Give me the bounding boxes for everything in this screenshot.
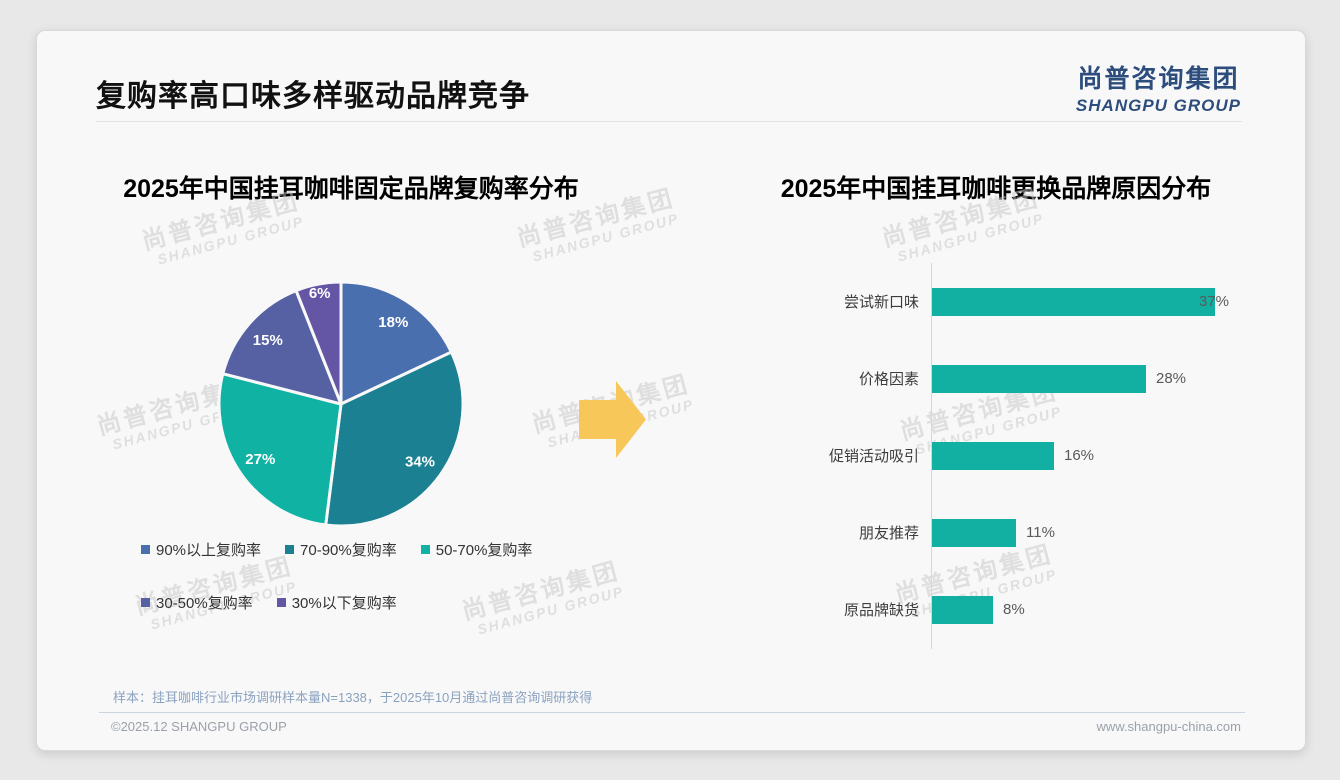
pie-data-label: 15%: [253, 332, 283, 349]
legend-item: 70-90%复购率: [285, 539, 397, 560]
legend-swatch-icon: [276, 598, 286, 607]
company-logo: 尚普咨询集团 SHANGPU GROUP: [1076, 59, 1241, 116]
slide-card: 复购率高口味多样驱动品牌竞争 尚普咨询集团 SHANGPU GROUP 尚普咨询…: [36, 30, 1306, 751]
legend-swatch-icon: [141, 545, 150, 554]
footer-copyright: ©2025.12 SHANGPU GROUP: [111, 719, 287, 734]
pie-slice: [324, 350, 465, 528]
pie-slice: [294, 280, 343, 406]
legend-item: 30%以下复购率: [276, 592, 397, 613]
pie-slice: [217, 372, 343, 527]
legend-swatch-icon: [141, 598, 150, 607]
pie-data-label: 6%: [309, 285, 331, 302]
bar-row: 尝试新口味 37%: [796, 263, 1286, 340]
pie-slice: [221, 289, 343, 406]
legend-swatch-icon: [420, 545, 430, 554]
watermark-en-text: SHANGPU GROUP: [895, 209, 1046, 265]
slide-title: 复购率高口味多样驱动品牌竞争: [96, 80, 530, 113]
bar: [932, 518, 1016, 547]
legend-label: 30-50%复购率: [156, 595, 253, 612]
bar-chart: 尝试新口味 37% 价格因素 28% 促销活动吸引 16% 朋友推荐 11% 原品牌缺货 8%: [796, 263, 1286, 649]
header-divider: [96, 121, 1242, 122]
legend-label: 70-90%复购率: [300, 542, 397, 559]
bar-category-label: 原品牌缺货: [843, 602, 919, 619]
bar-category-label: 价格因素: [858, 371, 919, 388]
bar-value-label: 37%: [1199, 293, 1230, 310]
bar-category-label: 促销活动吸引: [828, 448, 919, 465]
legend-label: 90%以上复购率: [156, 542, 262, 559]
logo-en-text: SHANGPU GROUP: [1075, 96, 1241, 115]
bar: [932, 595, 993, 624]
footer-note: 样本：挂耳咖啡行业市场调研样本量N=1338，于2025年10月通过尚普咨询调研…: [113, 690, 593, 705]
bar-row: 价格因素 28%: [796, 340, 1286, 417]
bar: [932, 287, 1215, 316]
bar-value-label: 11%: [1026, 524, 1055, 541]
pie-chart-svg: 18% 34% 27% 15% 6%: [217, 280, 465, 528]
bar-value-label: 16%: [1064, 447, 1095, 464]
pie-chart: 18% 34% 27% 15% 6%: [216, 279, 466, 529]
pie-data-label: 27%: [245, 451, 275, 468]
logo-cn-text: 尚普咨询集团: [1077, 65, 1240, 93]
bar-category-label: 朋友推荐: [858, 525, 919, 542]
legend-item: 50-70%复购率: [420, 539, 533, 560]
bar-row: 原品牌缺货 8%: [796, 571, 1286, 648]
bar-rows: 尝试新口味 37% 价格因素 28% 促销活动吸引 16% 朋友推荐 11% 原品牌缺货 8%: [796, 263, 1286, 648]
legend-label: 30%以下复购率: [291, 595, 397, 612]
bar: [932, 364, 1146, 393]
arrow-right-icon: [579, 381, 647, 464]
bar-value-label: 28%: [1156, 370, 1187, 387]
watermark-en-text: SHANGPU GROUP: [155, 212, 306, 268]
pie-slice: [339, 280, 453, 406]
bar-row: 促销活动吸引 16%: [796, 417, 1286, 494]
bar: [932, 441, 1054, 470]
pie-legend: 90%以上复购率 70-90%复购率 50-70%复购率 30-50%复购率 30%以下…: [141, 539, 593, 613]
bar-axis-line: [931, 263, 932, 649]
bar-chart-title: 2025年中国挂耳咖啡更换品牌原因分布: [780, 175, 1212, 203]
pie-data-label: 18%: [378, 314, 408, 331]
footer-divider: [99, 712, 1245, 713]
bar-category-label: 尝试新口味: [843, 294, 919, 311]
footer-website: www.shangpu-china.com: [1096, 719, 1241, 734]
bar-row: 朋友推荐 11%: [796, 494, 1286, 571]
legend-swatch-icon: [285, 545, 295, 554]
legend-item: 30-50%复购率: [141, 592, 253, 613]
bar-value-label: 8%: [1003, 601, 1025, 618]
legend-label: 50-70%复购率: [435, 542, 533, 559]
pie-chart-title: 2025年中国挂耳咖啡固定品牌复购率分布: [123, 175, 579, 203]
pie-data-label: 34%: [405, 454, 435, 471]
legend-item: 90%以上复购率: [141, 539, 261, 560]
watermark-en-text: SHANGPU GROUP: [530, 209, 681, 265]
